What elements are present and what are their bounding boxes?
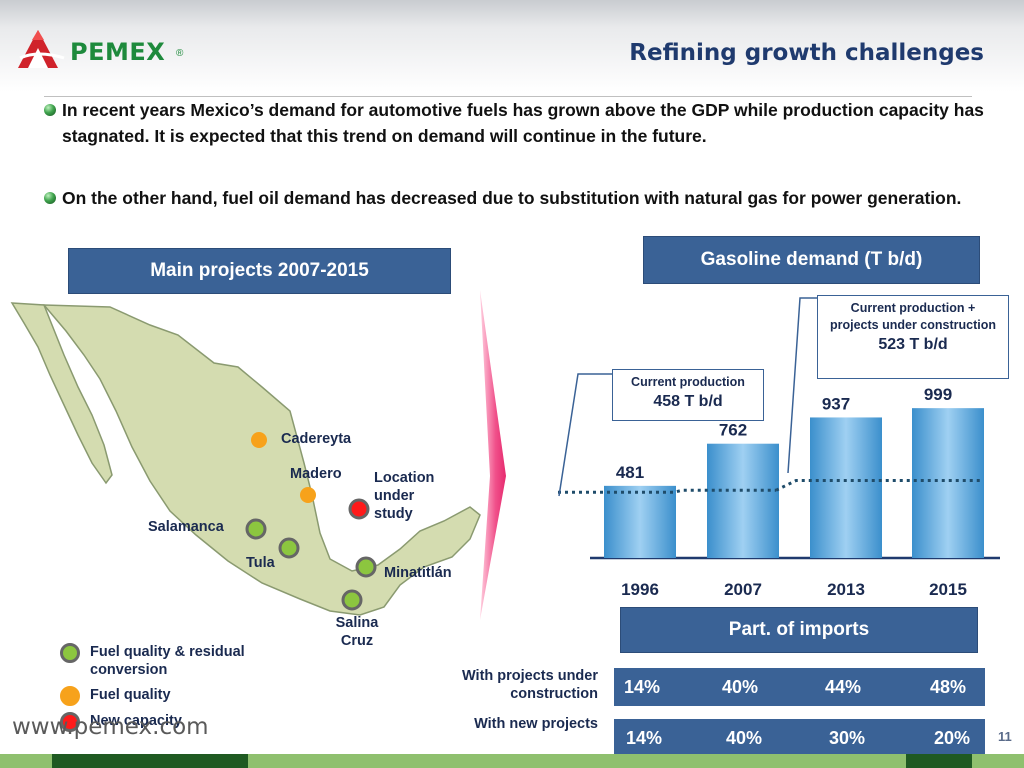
site-salina-cruz-marker: [341, 589, 363, 611]
x-tick-label: 2007: [724, 580, 762, 599]
red-dot-icon: [60, 712, 80, 732]
bullet-text: In recent years Mexico’s demand for auto…: [62, 100, 984, 146]
bullet-text: On the other hand, fuel oil demand has d…: [62, 188, 962, 208]
footer-accent: [52, 754, 248, 768]
label-salamanca: Salamanca: [148, 519, 224, 535]
legend-label: New capacity: [90, 713, 182, 729]
callout-label: Current production: [631, 375, 745, 389]
label-tula: Tula: [246, 555, 275, 571]
footer-accent: [906, 754, 972, 768]
imports-row-new-projects: 14% 40% 30% 20%: [614, 719, 985, 757]
gasoline-demand-chart: 481 1996 762 2007 937 2013 999 2015: [558, 297, 1000, 599]
brand-name: PEMEX: [70, 38, 166, 66]
header-band: [0, 0, 1024, 92]
pemex-logo: [18, 30, 65, 68]
imports-value: 20%: [934, 727, 971, 748]
bullet-icon: [44, 104, 56, 116]
imports-value: 40%: [722, 676, 759, 697]
imports-value: 44%: [825, 676, 862, 697]
footer-url[interactable]: www.pemex.com: [12, 714, 209, 740]
label-location-under-study: Location under study: [374, 470, 435, 522]
bar-value-label: 762: [719, 421, 747, 440]
imports-value: 48%: [930, 676, 967, 697]
site-tula-marker: [278, 537, 300, 559]
legend-item-fuel-quality-residual: Fuel quality & residual conversion: [60, 643, 300, 679]
bar-value-label: 999: [924, 385, 952, 404]
site-salamanca-marker: [245, 518, 267, 540]
label-madero: Madero: [290, 466, 342, 482]
callout-leader-current: [558, 373, 612, 497]
site-new-capacity-marker: [348, 498, 370, 520]
green-dot-icon: [60, 643, 80, 663]
bar-value-label: 481: [616, 463, 644, 482]
bar-1996: [604, 485, 676, 558]
registered-mark: ®: [176, 48, 184, 59]
callout-production-plus-projects: Current production + projects under cons…: [817, 295, 1009, 379]
bullet-fuel-oil: On the other hand, fuel oil demand has d…: [44, 185, 994, 211]
callout-value: 523 T b/d: [878, 336, 948, 353]
site-minatitlan-marker: [355, 556, 377, 578]
bar-2007: [707, 443, 779, 558]
bar-value-label: 937: [822, 394, 850, 413]
imports-value: 40%: [726, 727, 763, 748]
imports-row-construction: 14% 40% 44% 48%: [614, 668, 985, 706]
label-cadereyta: Cadereyta: [281, 431, 352, 447]
callout-current-production: Current production 458 T b/d: [612, 369, 764, 421]
bar-2015: [912, 408, 984, 558]
callout-label: Current production + projects under cons…: [830, 301, 996, 332]
site-cadereyta-marker: [251, 432, 267, 448]
chart-title: Gasoline demand (T b/d): [643, 236, 980, 284]
bullet-icon: [44, 192, 56, 204]
bar-2013: [810, 417, 882, 558]
title-divider: [44, 96, 972, 97]
map-mainland: [42, 304, 481, 616]
imports-value: 30%: [829, 727, 866, 748]
mexico-map: [10, 302, 481, 616]
label-salina-cruz: Salina Cruz: [335, 615, 379, 649]
legend-label: Fuel quality: [90, 687, 171, 703]
projects-title: Main projects 2007-2015: [68, 248, 451, 294]
imports-value: 14%: [624, 676, 661, 697]
imports-row-label-new-projects: With new projects: [474, 716, 598, 732]
slide-title: Refining growth challenges: [629, 40, 984, 66]
orange-dot-icon: [60, 686, 80, 706]
reference-line-current-production: [558, 488, 776, 494]
imports-value: 14%: [626, 727, 663, 748]
bullet-demand: In recent years Mexico’s demand for auto…: [44, 97, 994, 149]
reference-line-with-projects: [775, 479, 980, 492]
footer-bar: [0, 754, 1024, 768]
legend-item-new-capacity: New capacity: [60, 712, 182, 732]
site-madero-marker: [300, 487, 316, 503]
callout-value: 458 T b/d: [653, 393, 723, 410]
x-tick-label: 2015: [929, 580, 967, 599]
page-number: 11: [998, 729, 1012, 744]
x-tick-label: 2013: [827, 580, 865, 599]
callout-leader-projects: [787, 297, 817, 474]
imports-title: Part. of imports: [620, 607, 978, 653]
x-tick-label: 1996: [621, 580, 659, 599]
map-baja: [10, 302, 113, 485]
legend-label: Fuel quality & residual conversion: [90, 644, 245, 678]
transition-arrow: [480, 290, 506, 620]
imports-row-label-construction: With projects under construction: [461, 668, 598, 702]
label-minatitlan: Minatitlán: [384, 565, 452, 581]
legend-item-fuel-quality: Fuel quality: [60, 686, 171, 706]
